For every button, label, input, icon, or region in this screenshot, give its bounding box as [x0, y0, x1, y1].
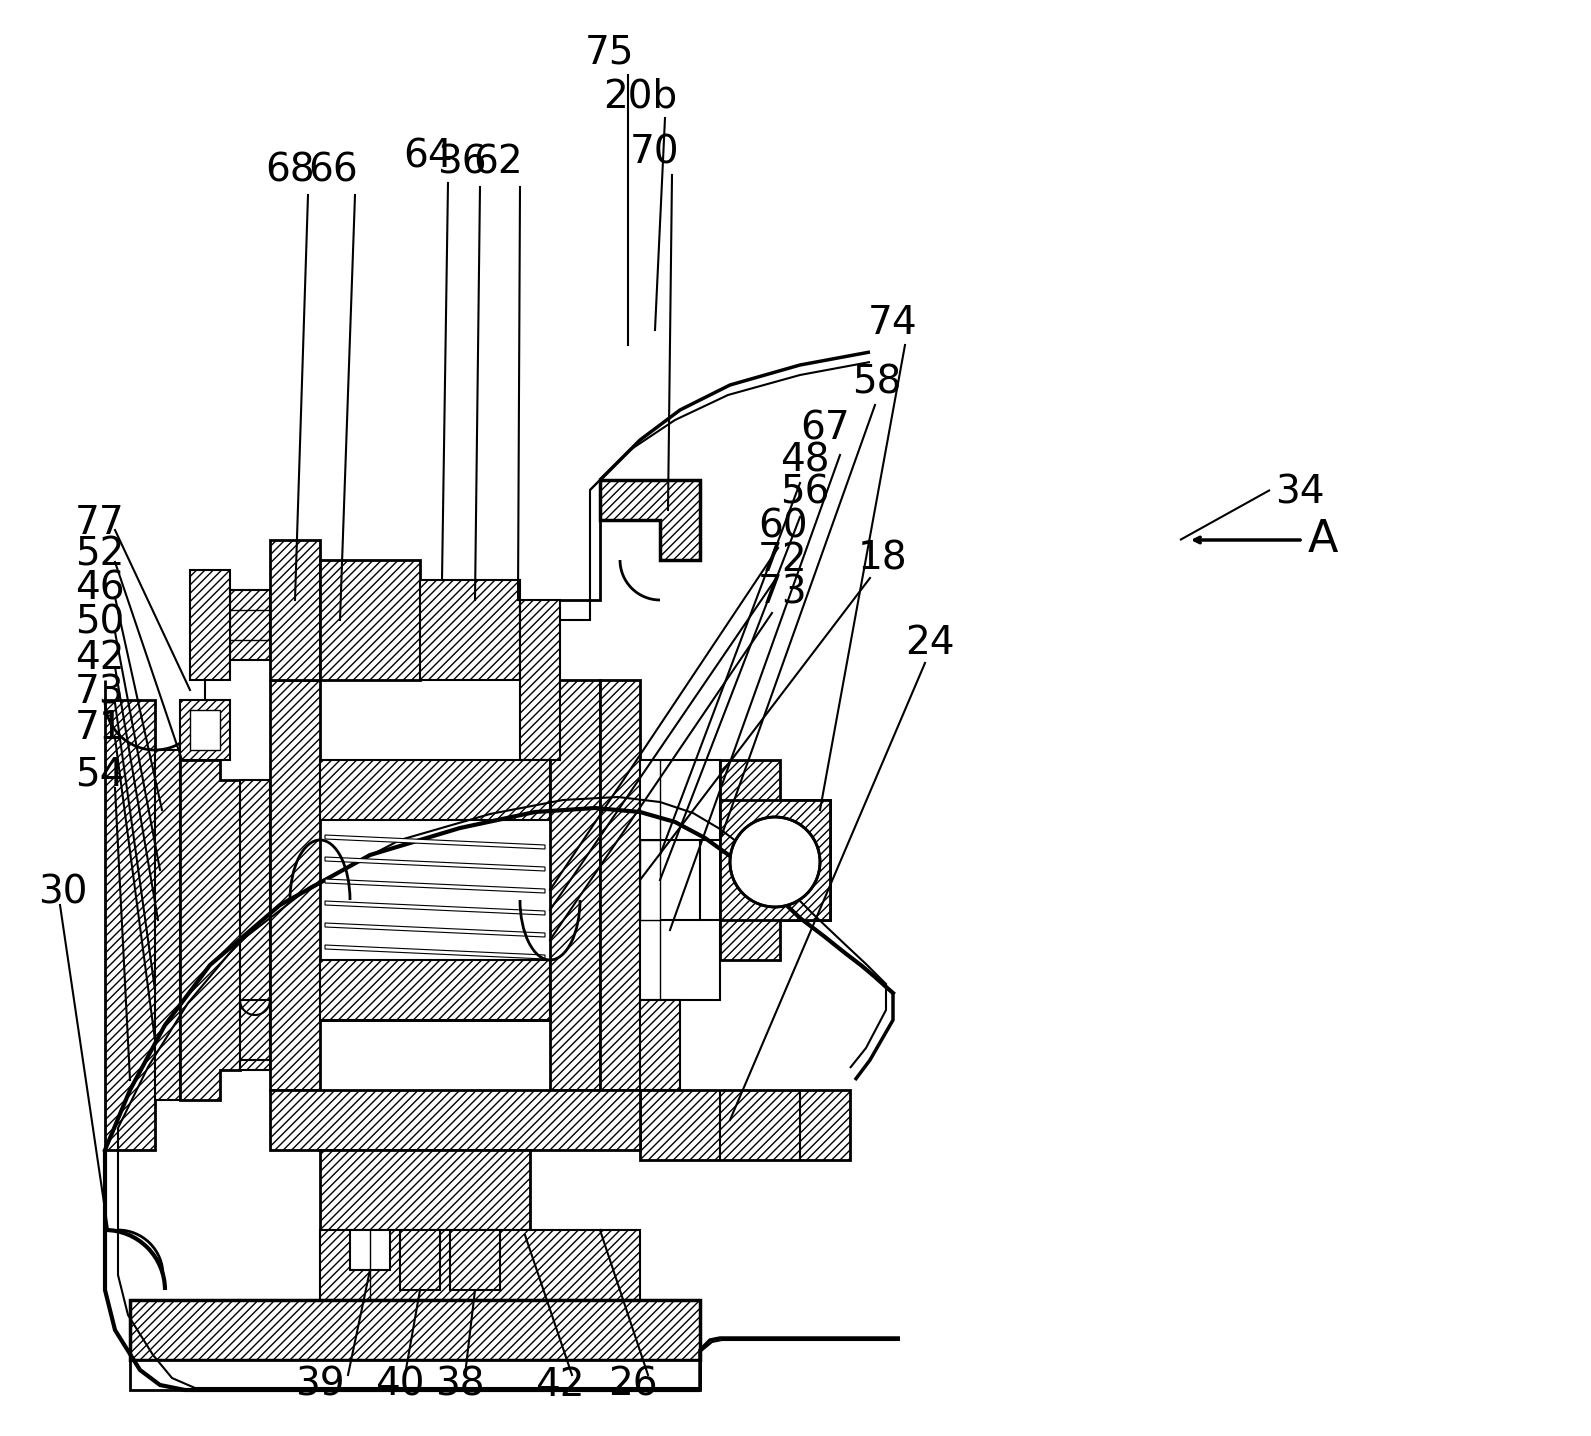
Circle shape [730, 817, 819, 908]
Polygon shape [640, 999, 679, 1090]
Text: 42: 42 [535, 1366, 585, 1404]
Text: 30: 30 [38, 875, 88, 912]
Text: 34: 34 [1274, 474, 1324, 513]
Polygon shape [270, 540, 320, 681]
Polygon shape [640, 1090, 850, 1160]
Polygon shape [180, 699, 231, 760]
Polygon shape [325, 879, 546, 893]
Text: 39: 39 [296, 1366, 345, 1404]
Polygon shape [721, 800, 831, 920]
Polygon shape [399, 1231, 441, 1290]
Polygon shape [189, 709, 220, 750]
Polygon shape [325, 834, 546, 849]
Text: 56: 56 [780, 474, 829, 513]
Polygon shape [130, 1300, 700, 1360]
Text: 73: 73 [75, 673, 124, 712]
Polygon shape [640, 760, 721, 999]
Polygon shape [320, 560, 420, 681]
Text: 42: 42 [75, 639, 124, 676]
Text: 20b: 20b [603, 78, 678, 116]
Polygon shape [600, 681, 640, 1090]
Polygon shape [450, 1231, 500, 1290]
Polygon shape [240, 780, 270, 1070]
Text: 62: 62 [473, 144, 523, 181]
Polygon shape [189, 570, 231, 681]
Text: 50: 50 [75, 605, 124, 642]
Text: 68: 68 [266, 151, 315, 190]
Text: 60: 60 [757, 507, 808, 546]
Text: A: A [1308, 518, 1338, 561]
Text: 75: 75 [585, 33, 635, 70]
Text: 46: 46 [75, 569, 124, 607]
Polygon shape [130, 1360, 700, 1390]
Text: 70: 70 [630, 134, 679, 171]
Text: 72: 72 [757, 541, 808, 579]
Text: 38: 38 [436, 1366, 485, 1404]
Polygon shape [320, 760, 550, 820]
Text: 58: 58 [853, 363, 902, 402]
Polygon shape [520, 600, 560, 760]
Polygon shape [270, 681, 600, 1090]
Polygon shape [231, 590, 270, 661]
Text: 74: 74 [869, 304, 918, 342]
Polygon shape [600, 480, 700, 560]
Text: 71: 71 [75, 709, 124, 747]
Text: 66: 66 [309, 151, 358, 190]
Text: 24: 24 [905, 625, 955, 662]
Polygon shape [721, 760, 831, 961]
Text: 18: 18 [858, 538, 907, 577]
Text: 64: 64 [403, 138, 453, 177]
Polygon shape [154, 750, 180, 1100]
Polygon shape [320, 1150, 530, 1231]
Text: 36: 36 [438, 144, 487, 181]
Text: 67: 67 [800, 409, 850, 447]
Polygon shape [320, 760, 550, 1020]
Polygon shape [180, 760, 240, 1100]
Polygon shape [325, 923, 546, 938]
Polygon shape [420, 580, 520, 681]
Text: 77: 77 [75, 504, 124, 541]
Polygon shape [320, 1231, 640, 1300]
Polygon shape [350, 1231, 390, 1269]
Text: 48: 48 [780, 441, 829, 480]
Text: 52: 52 [75, 536, 124, 574]
Polygon shape [325, 900, 546, 915]
Polygon shape [320, 961, 550, 1020]
Polygon shape [105, 699, 154, 1150]
Text: 73: 73 [757, 574, 808, 612]
Polygon shape [270, 1090, 640, 1150]
Polygon shape [325, 857, 546, 872]
Polygon shape [640, 840, 660, 920]
Text: 26: 26 [608, 1366, 657, 1404]
Polygon shape [325, 945, 546, 959]
Circle shape [730, 817, 819, 908]
Text: 54: 54 [75, 755, 124, 794]
Text: 40: 40 [375, 1366, 425, 1404]
